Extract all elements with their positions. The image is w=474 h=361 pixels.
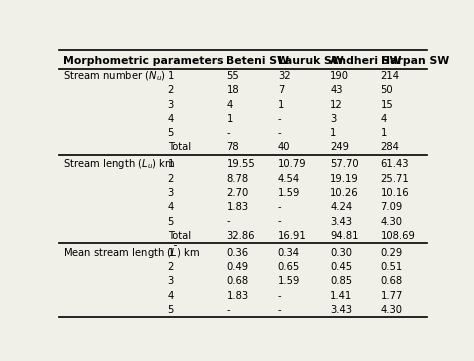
- Text: 0.30: 0.30: [330, 248, 352, 258]
- Text: 108.69: 108.69: [381, 231, 416, 241]
- Text: Stream number ($N_u$): Stream number ($N_u$): [63, 69, 166, 83]
- Text: Andheri SW: Andheri SW: [330, 56, 402, 66]
- Text: 3: 3: [330, 114, 337, 124]
- Text: 1.83: 1.83: [227, 291, 248, 301]
- Text: 1.41: 1.41: [330, 291, 353, 301]
- Text: 0.65: 0.65: [278, 262, 300, 272]
- Text: 190: 190: [330, 71, 349, 81]
- Text: 2: 2: [168, 262, 174, 272]
- Text: Lauruk SW: Lauruk SW: [278, 56, 344, 66]
- Text: 4: 4: [168, 114, 174, 124]
- Text: 0.29: 0.29: [381, 248, 403, 258]
- Text: 4.30: 4.30: [381, 305, 403, 315]
- Text: 0.49: 0.49: [227, 262, 248, 272]
- Text: 32.86: 32.86: [227, 231, 255, 241]
- Text: -: -: [227, 305, 230, 315]
- Text: 1.77: 1.77: [381, 291, 403, 301]
- Text: Total: Total: [168, 231, 191, 241]
- Text: 4.54: 4.54: [278, 174, 300, 184]
- Text: 249: 249: [330, 143, 349, 152]
- Text: 15: 15: [381, 100, 393, 110]
- Text: 0.51: 0.51: [381, 262, 403, 272]
- Text: 10.79: 10.79: [278, 160, 307, 169]
- Text: 3: 3: [168, 277, 174, 286]
- Text: Mean stream length ($\bar{L}$) km: Mean stream length ($\bar{L}$) km: [63, 245, 200, 261]
- Text: -: -: [278, 114, 282, 124]
- Text: 10.16: 10.16: [381, 188, 410, 198]
- Text: 1: 1: [330, 128, 337, 138]
- Text: 5: 5: [168, 305, 174, 315]
- Text: 1: 1: [227, 114, 233, 124]
- Text: 43: 43: [330, 85, 343, 95]
- Text: 3.43: 3.43: [330, 305, 352, 315]
- Text: 1: 1: [381, 128, 387, 138]
- Text: 8.78: 8.78: [227, 174, 248, 184]
- Text: -: -: [278, 217, 282, 227]
- Text: Beteni SW: Beteni SW: [227, 56, 290, 66]
- Text: 55: 55: [227, 71, 239, 81]
- Text: 4: 4: [168, 202, 174, 212]
- Text: 3: 3: [168, 100, 174, 110]
- Text: 4: 4: [168, 291, 174, 301]
- Text: 5: 5: [168, 217, 174, 227]
- Text: 50: 50: [381, 85, 393, 95]
- Text: 78: 78: [227, 143, 239, 152]
- Text: 16.91: 16.91: [278, 231, 307, 241]
- Text: 4.24: 4.24: [330, 202, 353, 212]
- Text: 12: 12: [330, 100, 343, 110]
- Text: 284: 284: [381, 143, 400, 152]
- Text: 7: 7: [278, 85, 284, 95]
- Text: 2: 2: [168, 85, 174, 95]
- Text: 19.19: 19.19: [330, 174, 359, 184]
- Text: 1: 1: [278, 100, 284, 110]
- Text: 40: 40: [278, 143, 290, 152]
- Text: 0.68: 0.68: [381, 277, 403, 286]
- Text: 19.55: 19.55: [227, 160, 255, 169]
- Text: 0.85: 0.85: [330, 277, 353, 286]
- Text: 94.81: 94.81: [330, 231, 359, 241]
- Text: 1.59: 1.59: [278, 188, 300, 198]
- Text: 0.68: 0.68: [227, 277, 248, 286]
- Text: 214: 214: [381, 71, 400, 81]
- Text: 61.43: 61.43: [381, 160, 409, 169]
- Text: 32: 32: [278, 71, 291, 81]
- Text: Morphometric parameters: Morphometric parameters: [63, 56, 223, 66]
- Text: 0.34: 0.34: [278, 248, 300, 258]
- Text: -: -: [278, 291, 282, 301]
- Text: Total: Total: [168, 143, 191, 152]
- Text: -: -: [278, 305, 282, 315]
- Text: 1.83: 1.83: [227, 202, 248, 212]
- Text: Stream length ($L_u$) km: Stream length ($L_u$) km: [63, 157, 175, 171]
- Text: 1: 1: [168, 71, 174, 81]
- Text: 0.45: 0.45: [330, 262, 353, 272]
- Text: 2: 2: [168, 174, 174, 184]
- Text: 4: 4: [227, 100, 233, 110]
- Text: 3.43: 3.43: [330, 217, 352, 227]
- Text: 4: 4: [381, 114, 387, 124]
- Text: 1.59: 1.59: [278, 277, 300, 286]
- Text: -: -: [227, 128, 230, 138]
- Text: -: -: [227, 217, 230, 227]
- Text: Harpan SW: Harpan SW: [381, 56, 449, 66]
- Text: -: -: [278, 128, 282, 138]
- Text: 18: 18: [227, 85, 239, 95]
- Text: 4.30: 4.30: [381, 217, 403, 227]
- Text: 2.70: 2.70: [227, 188, 249, 198]
- Text: 57.70: 57.70: [330, 160, 359, 169]
- Text: 7.09: 7.09: [381, 202, 403, 212]
- Text: 5: 5: [168, 128, 174, 138]
- Text: 25.71: 25.71: [381, 174, 410, 184]
- Text: 10.26: 10.26: [330, 188, 359, 198]
- Text: -: -: [278, 202, 282, 212]
- Text: 1: 1: [168, 248, 174, 258]
- Text: 0.36: 0.36: [227, 248, 248, 258]
- Text: 1: 1: [168, 160, 174, 169]
- Text: 3: 3: [168, 188, 174, 198]
